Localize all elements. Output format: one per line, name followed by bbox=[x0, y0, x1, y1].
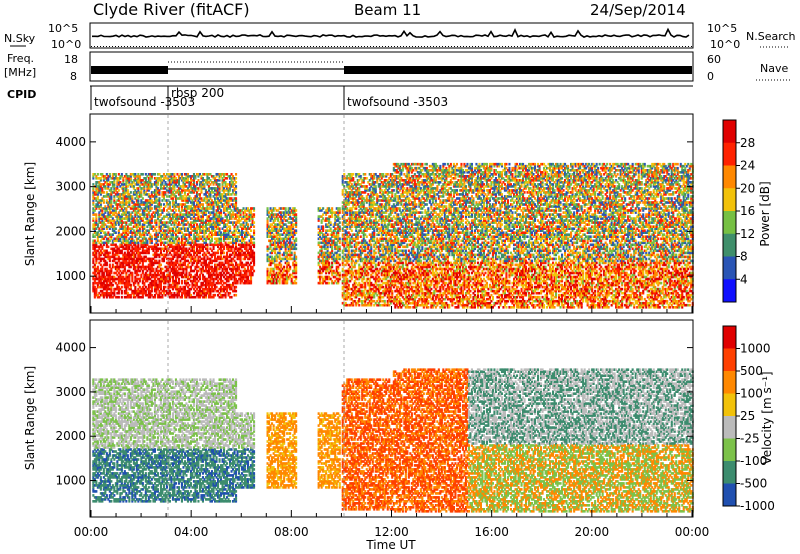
data-cell bbox=[106, 262, 108, 265]
cpid-segment-2: rbsp 200 bbox=[171, 86, 224, 100]
freq-panel: Freq. [MHz] 18 8 60 0 Nave bbox=[4, 52, 790, 83]
data-cell bbox=[97, 266, 99, 269]
data-cell bbox=[115, 173, 117, 176]
data-cell bbox=[118, 296, 120, 299]
data-cell bbox=[97, 173, 99, 176]
data-cell bbox=[112, 284, 114, 287]
data-cell bbox=[109, 252, 111, 255]
beam-title: Beam 11 bbox=[354, 1, 421, 19]
data-cell bbox=[115, 227, 117, 230]
nsky-trace bbox=[92, 29, 689, 37]
nsearch-tick-low: 10^0 bbox=[710, 38, 740, 51]
nsearch-label: N.Search bbox=[746, 30, 796, 43]
data-cell bbox=[103, 199, 105, 202]
cpid-row: CPID twofsound -3503 rbsp 200 twofsound … bbox=[7, 86, 693, 110]
freq-units: [MHz] bbox=[4, 66, 36, 79]
nave-tick-low: 0 bbox=[707, 70, 714, 83]
freq-band-1 bbox=[91, 66, 168, 74]
data-cell bbox=[121, 286, 123, 289]
data-cell bbox=[121, 296, 123, 299]
data-cell bbox=[118, 189, 120, 192]
data-cell bbox=[103, 191, 105, 194]
freq-tick-low: 8 bbox=[70, 70, 77, 83]
freq-tick-high: 18 bbox=[64, 53, 78, 66]
data-cell bbox=[121, 173, 123, 176]
power-data-cells bbox=[92, 163, 694, 309]
data-cell bbox=[115, 231, 117, 234]
nsky-tick-low: 10^0 bbox=[51, 38, 81, 51]
data-cell bbox=[109, 173, 111, 176]
station-title: Clyde River (fitACF) bbox=[93, 0, 250, 19]
nave-tick-high: 60 bbox=[707, 53, 721, 66]
data-cell bbox=[95, 213, 97, 216]
data-cell bbox=[121, 290, 123, 293]
cpid-label: CPID bbox=[7, 88, 36, 101]
date-title: 24/Sep/2014 bbox=[590, 1, 686, 19]
data-cell bbox=[127, 189, 129, 192]
data-cell bbox=[109, 264, 111, 267]
freq-band-2 bbox=[344, 66, 692, 74]
cpid-segment-3: twofsound -3503 bbox=[347, 95, 448, 109]
nsky-label: N.Sky bbox=[4, 32, 36, 45]
nsearch-tick-high: 10^5 bbox=[707, 22, 737, 35]
data-cell bbox=[107, 246, 109, 249]
data-cell bbox=[92, 217, 94, 220]
radar-summary-figure: Clyde River (fitACF) Beam 11 24/Sep/2014… bbox=[0, 0, 800, 554]
nsky-panel: N.Sky 10^5 10^0 10^5 10^0 N.Search bbox=[4, 22, 796, 51]
nave-label: Nave bbox=[760, 62, 788, 75]
nsky-tick-high: 10^5 bbox=[48, 22, 78, 35]
freq-label: Freq. bbox=[7, 52, 34, 65]
